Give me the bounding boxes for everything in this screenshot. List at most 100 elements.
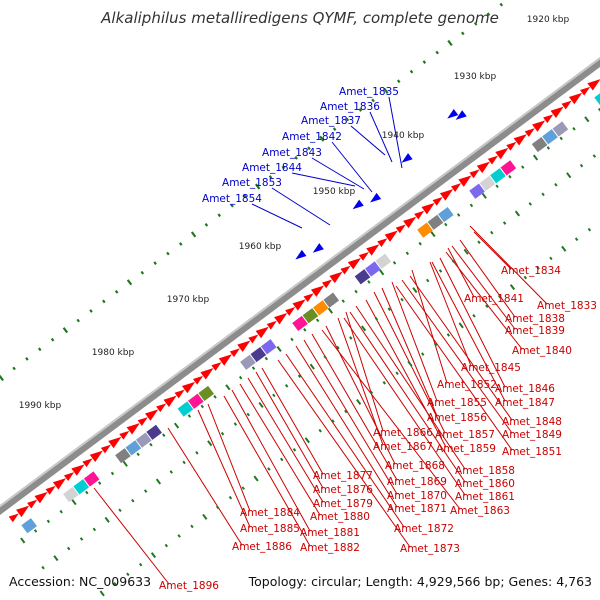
forward-gene-label: Amet_1838 <box>505 313 565 325</box>
scale-tick <box>371 98 375 103</box>
forward-leader-line <box>365 299 447 448</box>
inner-tick <box>444 222 448 227</box>
scale-tick <box>153 261 157 265</box>
inner-tick <box>315 318 320 323</box>
reverse-leader-line <box>331 141 373 193</box>
forward-gene-arrow <box>340 265 351 275</box>
forward-gene-arrow <box>192 375 204 385</box>
forward-gene-arrow <box>181 381 196 394</box>
forward-gene-arrow <box>145 409 159 421</box>
reverse-gene-arrow <box>455 110 467 120</box>
inner-tick <box>104 516 110 523</box>
inner-tick <box>405 251 410 256</box>
forward-gene-label: Amet_1858 <box>455 465 515 477</box>
inner-tick <box>233 422 238 426</box>
inner-tick <box>400 297 404 302</box>
inner-tick <box>67 546 71 551</box>
scale-tick <box>486 12 491 17</box>
inner-tick <box>20 537 26 544</box>
scale-tick <box>204 222 209 227</box>
reverse-gene-label: Amet_1843 <box>262 147 322 159</box>
inner-tick <box>446 333 451 337</box>
inner-tick <box>392 261 397 265</box>
inner-tick <box>472 314 476 318</box>
inner-tick <box>126 572 130 577</box>
forward-gene-label: Amet_1833 <box>537 300 597 312</box>
inner-tick <box>554 182 558 187</box>
inner-tick <box>195 451 199 455</box>
scale-tick <box>307 146 311 151</box>
inner-tick <box>41 565 45 570</box>
inner-tick <box>497 294 502 299</box>
inner-tick <box>407 360 413 367</box>
forward-gene-arrow <box>469 169 480 179</box>
inner-tick <box>253 475 259 482</box>
scale-tick <box>422 60 427 64</box>
inner-tick <box>155 478 162 485</box>
forward-gene-arrow <box>27 499 38 509</box>
forward-gene-arrow <box>310 285 325 297</box>
forward-gene-label: Amet_1861 <box>455 491 515 503</box>
scale-label: 1980 kbp <box>92 348 135 358</box>
inner-tick <box>566 172 572 179</box>
inner-tick <box>228 495 233 500</box>
forward-gene-arrow <box>82 458 93 468</box>
forward-gene-arrow <box>432 196 443 206</box>
inner-tick <box>536 266 540 270</box>
forward-gene-label: Amet_1881 <box>300 527 360 539</box>
inner-tick <box>514 210 521 217</box>
inner-tick <box>46 519 51 524</box>
inner-tick <box>297 374 302 379</box>
scale-tick <box>345 117 350 122</box>
forward-gene-arrow <box>587 79 600 91</box>
reverse-gene-label: Amet_1837 <box>301 115 361 127</box>
inner-tick <box>387 307 391 312</box>
inner-tick <box>138 562 143 567</box>
forward-leader-line <box>401 279 513 434</box>
forward-leader-line <box>469 225 548 305</box>
forward-gene-arrow <box>439 189 454 201</box>
inner-tick <box>331 419 335 423</box>
forward-gene-label: Amet_1870 <box>387 490 447 502</box>
inner-tick <box>559 136 563 141</box>
inner-tick <box>587 227 592 232</box>
inner-tick <box>521 165 525 169</box>
forward-gene-label: Amet_1880 <box>310 511 370 523</box>
forward-gene-arrow <box>550 106 564 119</box>
forward-leader-line <box>295 345 398 508</box>
feature-block <box>73 479 90 495</box>
scale-tick <box>409 69 414 74</box>
inner-tick <box>318 428 322 433</box>
inner-tick <box>574 237 579 242</box>
scale-tick <box>435 50 439 55</box>
feature-block <box>500 160 517 176</box>
inner-tick <box>173 422 180 429</box>
forward-leader-line <box>311 333 398 481</box>
reverse-gene-arrow <box>352 199 364 210</box>
feature-block <box>260 339 277 355</box>
feature-block <box>531 136 548 153</box>
scale-label: 1930 kbp <box>454 72 497 82</box>
forward-gene-label: Amet_1855 <box>427 397 487 409</box>
inner-tick <box>572 127 576 131</box>
inner-tick <box>164 543 169 548</box>
inner-tick <box>421 352 425 356</box>
forward-leader-line <box>247 377 324 503</box>
forward-gene-arrow <box>45 485 56 495</box>
forward-gene-label: Amet_1884 <box>240 507 300 519</box>
inner-tick <box>502 221 507 225</box>
feature-block <box>302 308 319 324</box>
forward-gene-arrow <box>156 403 167 413</box>
forward-gene-label: Amet_1848 <box>502 416 562 428</box>
feature-block <box>198 385 215 402</box>
scale-tick <box>461 31 465 36</box>
scale-tick <box>62 327 69 334</box>
inner-tick <box>341 299 345 303</box>
inner-tick <box>92 527 97 532</box>
forward-gene-label: Amet_1867 <box>373 441 433 453</box>
feature-block <box>177 401 194 417</box>
forward-gene-arrow <box>513 134 527 146</box>
inner-tick <box>136 452 140 457</box>
scale-tick <box>89 309 93 313</box>
forward-leader-line <box>429 261 472 367</box>
